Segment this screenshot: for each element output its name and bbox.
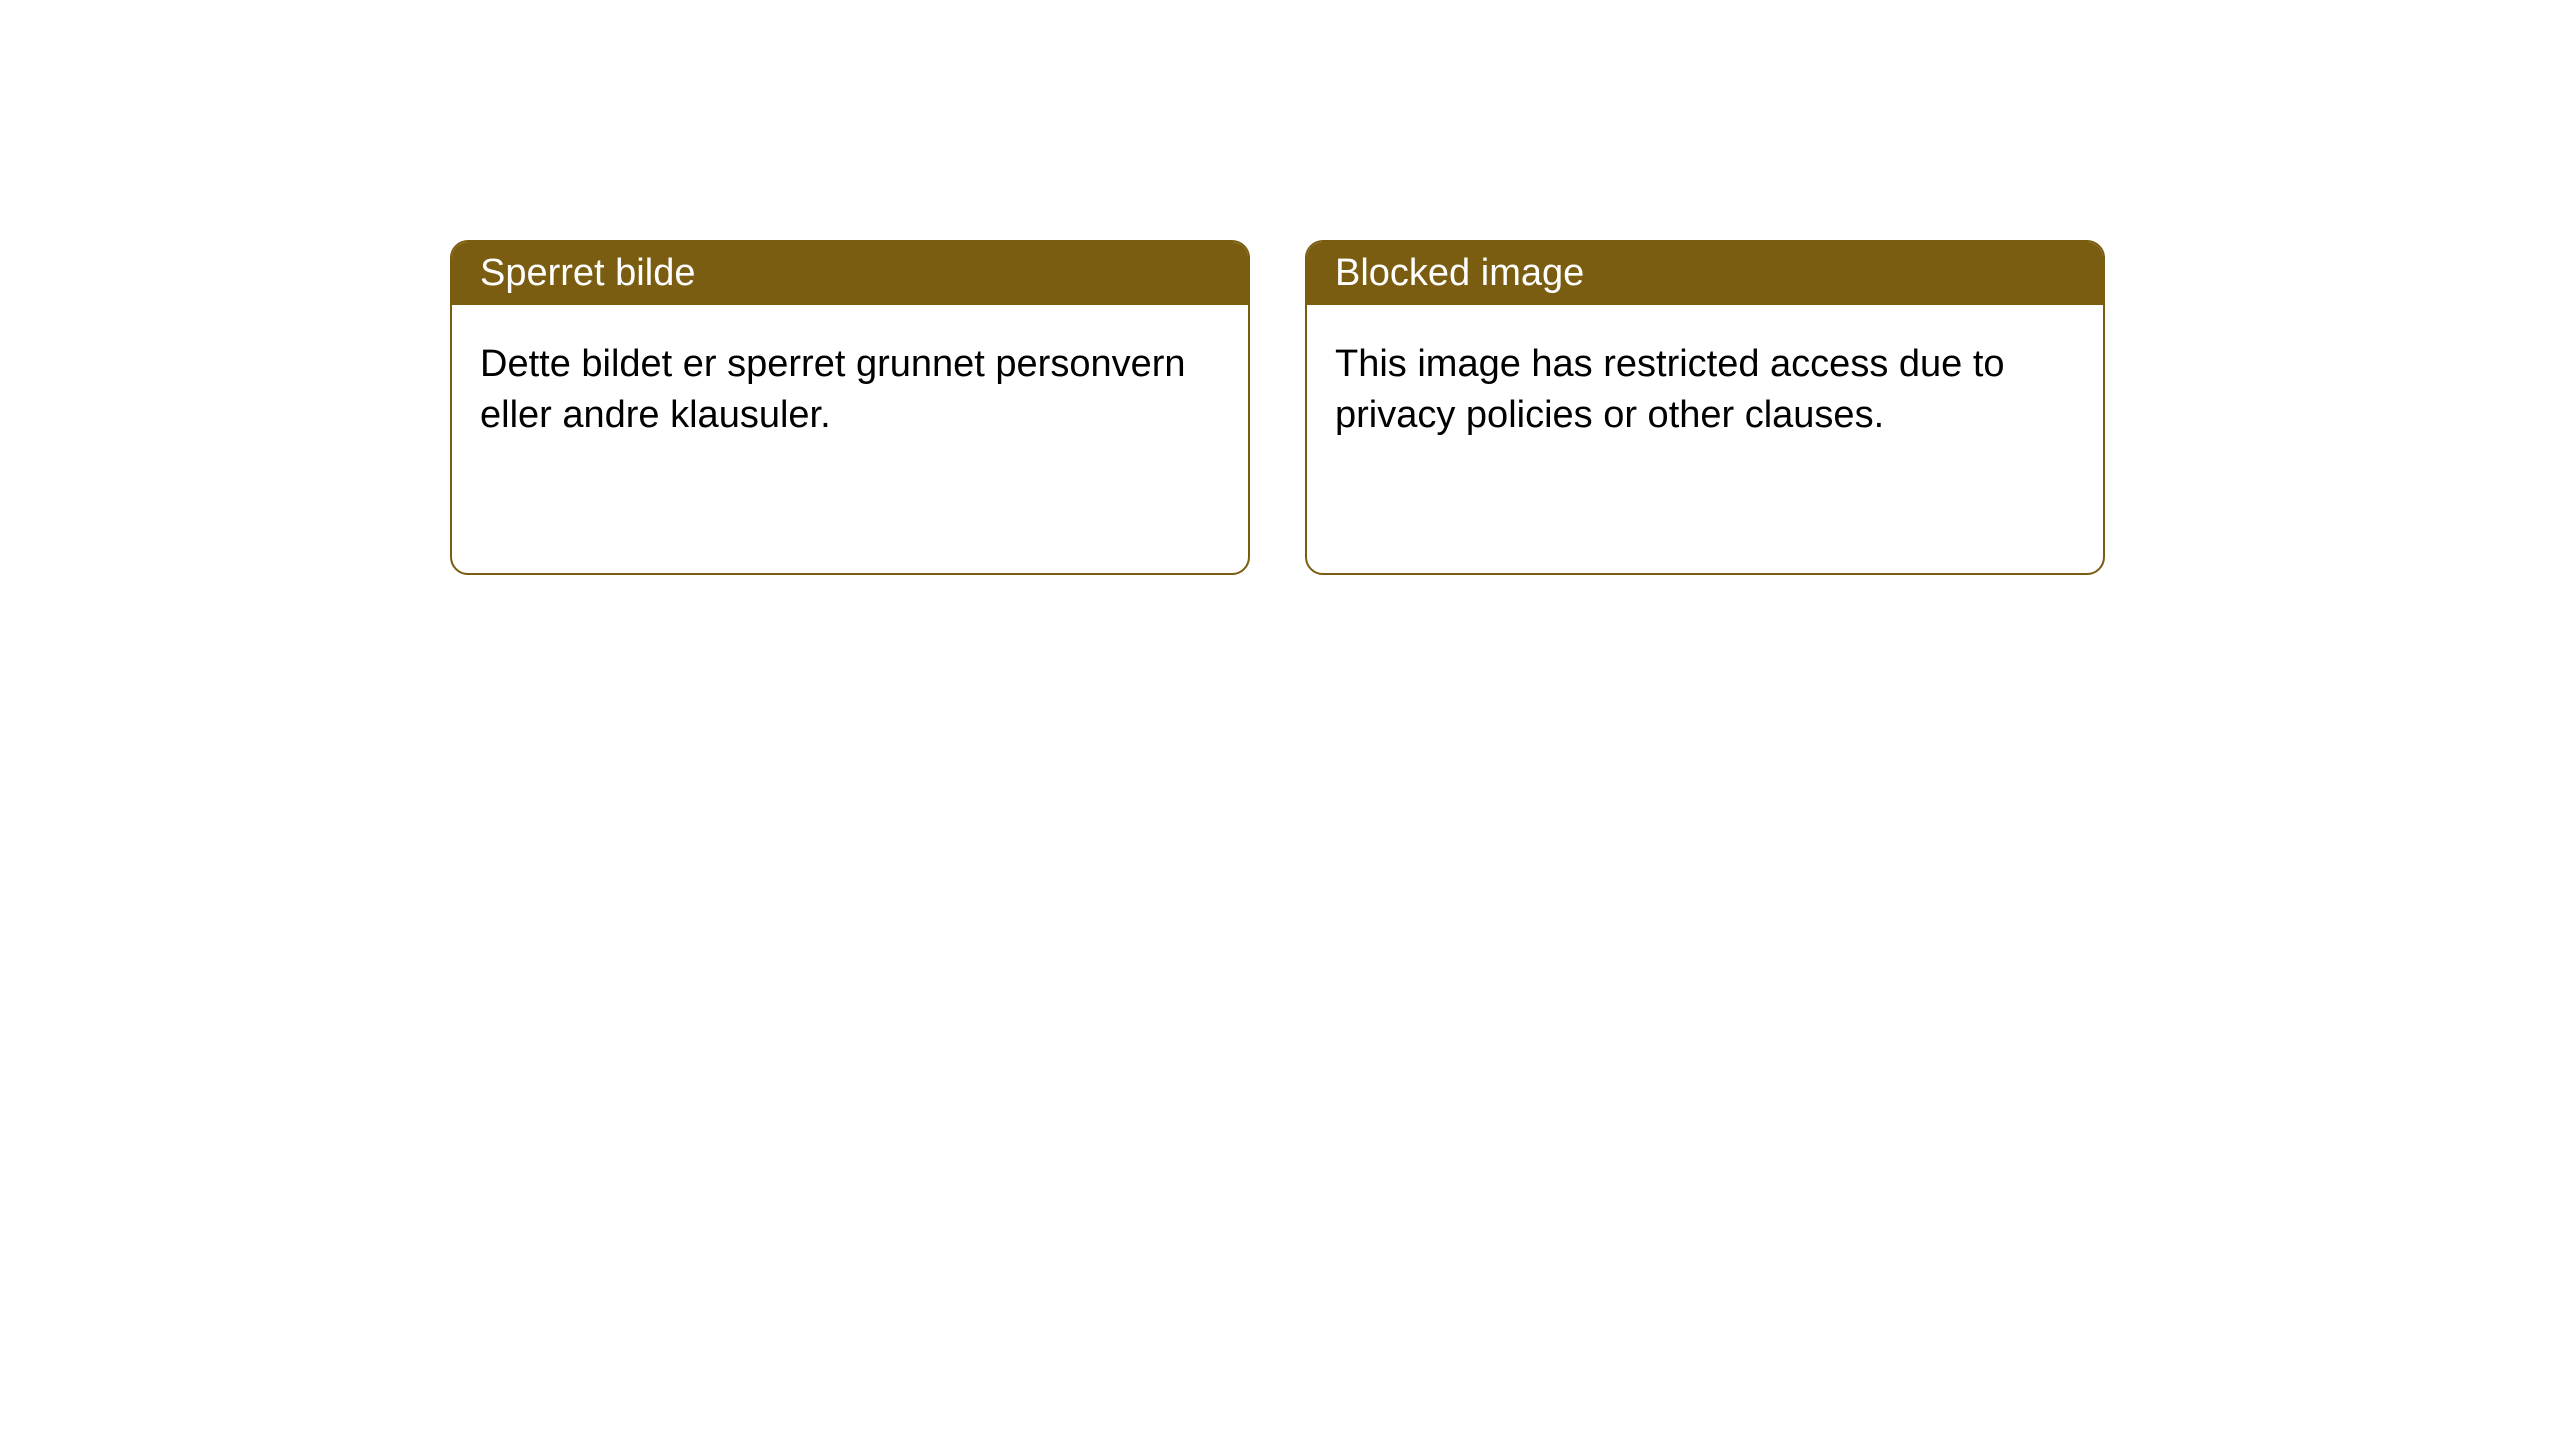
card-body-text: Dette bildet er sperret grunnet personve… <box>480 343 1186 436</box>
notice-card-en: Blocked image This image has restricted … <box>1305 240 2105 575</box>
card-body-text: This image has restricted access due to … <box>1335 343 2005 436</box>
notice-card-no: Sperret bilde Dette bildet er sperret gr… <box>450 240 1250 575</box>
card-title: Blocked image <box>1335 252 1584 294</box>
card-body: This image has restricted access due to … <box>1307 305 2103 476</box>
card-header: Blocked image <box>1307 242 2103 305</box>
card-body: Dette bildet er sperret grunnet personve… <box>452 305 1248 476</box>
card-header: Sperret bilde <box>452 242 1248 305</box>
card-title: Sperret bilde <box>480 252 695 294</box>
cards-container: Sperret bilde Dette bildet er sperret gr… <box>450 240 2560 575</box>
